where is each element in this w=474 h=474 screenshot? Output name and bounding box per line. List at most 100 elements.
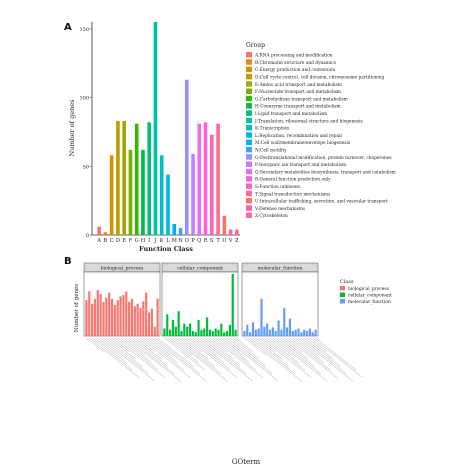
panel-b-term-label-mark: [286, 337, 338, 378]
panel-b-term-label-mark: [244, 337, 267, 356]
panel-a-legend-swatch: [246, 146, 252, 153]
panel-a-x-tick-label: I: [148, 238, 150, 244]
panel-b-bar: [200, 329, 203, 336]
panel-a-legend-swatch: [246, 125, 252, 131]
panel-b-bar: [203, 328, 206, 336]
panel-a-legend-swatch: [246, 205, 252, 211]
panel-b-label: B: [64, 256, 72, 267]
panel-b-term-label-mark: [255, 337, 283, 360]
panel-b-bar: [291, 331, 294, 336]
panel-b-bar: [277, 320, 280, 336]
panel-b-term-label-mark: [312, 337, 363, 378]
panel-b-bar: [288, 318, 292, 336]
panel-a-bar: [172, 224, 177, 235]
panel-b-bar: [91, 303, 94, 336]
panel-a-legend-label: T:Signal transduction mechanisms: [255, 192, 330, 197]
panel-a-x-tick-label: G: [135, 238, 139, 244]
panel-b-bar: [214, 328, 217, 336]
panel-a-y-tick-label: 100: [79, 96, 89, 102]
panel-b-term-label-mark: [224, 337, 279, 382]
panel-b-bar: [99, 293, 102, 336]
panel-b-term-label-mark: [181, 337, 209, 360]
panel-a-bars: [97, 22, 239, 235]
panel-b-term-label-mark: [146, 337, 178, 363]
panel-b-term-label-mark: [117, 337, 159, 371]
panel-b: B Number of genes biological_process cell…: [64, 256, 392, 466]
panel-b-term-label-mark: [201, 337, 247, 375]
panel-a-legend-swatch: [246, 139, 252, 146]
panel-b-bar: [206, 317, 209, 336]
panel-a-legend-title: Group: [246, 42, 265, 49]
panel-b-term-label-mark: [172, 337, 228, 382]
panel-b-term-label-mark: [252, 337, 289, 367]
panel-a-bar: [228, 229, 233, 235]
panel-b-facet-frame: [83, 271, 161, 337]
panel-a-legend-label: I:Lipid transport and metabolism: [255, 112, 327, 117]
panel-b-term-label-mark: [198, 337, 254, 382]
panel-a-bar: [97, 226, 101, 235]
panel-b-term-label-mark: [86, 337, 104, 352]
panel-a-x-tick-label: N: [178, 238, 183, 244]
panel-b-bar: [303, 329, 306, 336]
panel-a-bar: [153, 22, 158, 235]
panel-b-term-label-mark: [189, 337, 231, 371]
panel-b-legend-title: Class: [340, 279, 354, 285]
panel-b-y-label: Number of genes: [74, 284, 80, 332]
panel-a-legend-label: R:General function prediction only: [255, 178, 331, 183]
panel-a-y-tick-label: 150: [79, 27, 89, 33]
panel-b-bar: [171, 319, 175, 336]
panel-b-term-label-mark: [218, 337, 250, 363]
panel-b-bar: [228, 324, 231, 336]
panel-b-term-label-mark: [232, 337, 260, 360]
panel-b-bar: [136, 303, 139, 336]
panel-a-x-tick-label: H: [141, 238, 146, 244]
panel-b-bar: [183, 323, 186, 336]
panel-b-bar: [194, 332, 197, 336]
panel-a-bar: [216, 123, 220, 235]
panel-a-x-tick-label: K: [160, 238, 164, 244]
panel-a-y-tick-label: 0: [86, 233, 89, 239]
panel-b-term-label-mark: [249, 337, 296, 375]
panel-b-term-label-mark: [306, 337, 334, 360]
panel-b-term-label-mark: [247, 337, 303, 382]
panel-b-bar: [274, 331, 277, 336]
panel-b-bar: [251, 322, 255, 336]
panel-b-term-label-mark: [204, 337, 241, 367]
panel-a-legend-swatch: [246, 81, 252, 87]
panel-a-x-tick-label: J: [153, 238, 156, 244]
panel-a-legend-label: K:Transcription: [255, 127, 289, 132]
panel-a-bar: [197, 123, 202, 235]
panel-a-x-tick-label: C: [110, 238, 114, 244]
panel-b-term-label-mark: [167, 337, 199, 363]
panel-a-legend-swatch: [246, 59, 252, 65]
panel-a-x-tick-label: A: [96, 238, 101, 244]
panel-b-bar: [311, 332, 314, 336]
panel-b-legend-swatch: [340, 299, 345, 304]
panel-b-term-label-mark: [154, 337, 201, 375]
panel-a-bar: [134, 123, 139, 235]
panel-b-bar: [139, 308, 142, 336]
panel-b-bar: [188, 323, 192, 336]
panel-a-bar: [122, 120, 126, 235]
panel-b-term-label-mark: [278, 337, 315, 367]
panel-a-x-tick-label: O: [185, 238, 189, 244]
panel-b-bar: [294, 329, 297, 336]
panel-b-facet: cellular_component: [161, 262, 239, 337]
panel-b-facet-frame: [161, 271, 239, 337]
panel-a-x-tick-label: B: [103, 238, 107, 244]
panel-b-term-label-mark: [184, 337, 202, 352]
panel-a-y-label: Number of genes: [68, 100, 76, 157]
panel-a-bar: [103, 232, 108, 235]
panel-a-legend-label: F:Nucleotide transport and metabolism: [255, 90, 341, 95]
panel-b-bar: [223, 332, 226, 336]
panel-a-legend-swatch: [246, 183, 252, 189]
panel-a-legend-label: B:Chromatin structure and dynamics: [255, 61, 336, 66]
panel-a-bar: [109, 155, 114, 235]
panel-b-legend-label: biological_process: [348, 287, 390, 292]
panel-a-legend-swatch: [246, 198, 252, 204]
panel-a-legend-label: E:Amino acid transport and metabolism: [255, 83, 342, 88]
panel-b-x-tick-labels: [86, 337, 363, 382]
panel-b-bar: [300, 332, 303, 336]
panel-b-legend-label: molecular_function: [348, 300, 391, 305]
